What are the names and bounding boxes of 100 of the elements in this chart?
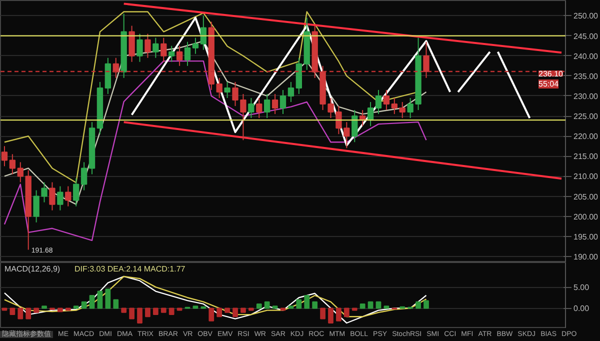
bar <box>368 301 374 309</box>
bar <box>65 308 71 311</box>
candlestick <box>272 93 278 115</box>
bar <box>216 308 222 318</box>
candlestick <box>383 89 390 111</box>
candlestick <box>280 89 286 115</box>
candlestick <box>328 98 334 119</box>
bar <box>336 308 342 322</box>
bar <box>352 308 358 311</box>
bar <box>168 308 174 316</box>
candlestick <box>17 162 24 183</box>
bar <box>176 308 182 311</box>
line-series <box>4 60 427 242</box>
candlestick <box>176 45 183 66</box>
bar <box>57 308 63 312</box>
bar <box>232 308 238 318</box>
candlestick <box>160 37 167 62</box>
y-tick-label: 225.00 <box>574 112 599 122</box>
candlestick <box>407 98 414 119</box>
bar <box>312 301 318 309</box>
bar <box>328 308 334 324</box>
candlestick <box>344 122 350 149</box>
candlestick <box>240 93 246 141</box>
candlestick <box>399 102 406 119</box>
bar <box>89 295 95 309</box>
candlestick <box>336 106 342 135</box>
candlestick <box>112 57 119 78</box>
bar <box>10 308 16 316</box>
candlestick <box>367 102 374 127</box>
bar <box>97 290 103 309</box>
candlestick <box>288 81 294 103</box>
candlestick <box>80 162 88 191</box>
bar <box>160 308 166 313</box>
candlestick <box>57 186 64 211</box>
bar <box>73 306 79 309</box>
annotation: 55:04 <box>538 80 560 89</box>
candlestick <box>248 98 254 119</box>
y-tick-label: 230.00 <box>574 92 599 101</box>
bar <box>152 308 158 316</box>
y-tick-label: 250.00 <box>574 12 599 21</box>
y-tick-label: 220.00 <box>574 132 599 142</box>
bar <box>296 299 302 309</box>
chart-title: MACD(12,26,9) <box>4 264 60 274</box>
bar <box>192 306 198 309</box>
y-tick-label: 195.00 <box>574 232 599 242</box>
bar <box>26 308 32 320</box>
line-series <box>130 16 452 146</box>
bar <box>264 301 270 309</box>
y-tick-label: 0.00 <box>574 304 590 314</box>
bar <box>280 308 286 311</box>
bar <box>224 308 230 313</box>
y-tick-label: 5.00 <box>574 283 590 292</box>
bar <box>344 308 350 318</box>
candlestick <box>375 89 382 115</box>
y-tick-label: 205.00 <box>574 192 599 202</box>
bar <box>121 308 127 313</box>
candlestick <box>391 98 398 115</box>
y-tick-label: 235.00 <box>574 72 599 81</box>
bar <box>42 306 47 309</box>
chart-subtitle: DIF:3.03 DEA:2.14 MACD:1.77 <box>74 264 186 274</box>
bar <box>81 301 87 309</box>
bar <box>208 308 214 322</box>
bar <box>304 295 310 309</box>
candlestick <box>192 37 199 54</box>
bar <box>18 308 24 320</box>
candlestick <box>9 154 16 175</box>
bar <box>424 300 429 309</box>
y-tick-label: 190.00 <box>574 252 599 262</box>
bar <box>360 303 366 309</box>
candlestick <box>423 41 430 78</box>
y-tick-label: 240.00 <box>574 52 599 61</box>
y-tick-label: 245.00 <box>574 32 599 41</box>
candlestick <box>152 37 159 58</box>
candlestick <box>352 110 358 143</box>
candlestick <box>1 146 8 167</box>
bar <box>105 288 111 309</box>
ref-line-label: 236.10 <box>538 70 564 79</box>
y-tick-label: 200.00 <box>574 212 599 222</box>
bar <box>34 308 39 313</box>
bar <box>113 299 119 309</box>
candlestick <box>136 33 143 62</box>
bar <box>384 306 390 309</box>
bar <box>416 301 421 309</box>
bar <box>248 308 254 311</box>
bar <box>137 308 142 324</box>
candlestick <box>256 98 262 119</box>
candlestick <box>168 45 175 62</box>
bar <box>256 303 262 309</box>
bar <box>288 306 294 309</box>
y-tick-label: 215.00 <box>574 152 599 162</box>
candlestick <box>224 81 230 98</box>
candlestick <box>264 93 270 119</box>
bar <box>240 308 246 313</box>
candlestick <box>232 81 238 107</box>
bar <box>145 308 150 318</box>
bar <box>320 308 326 320</box>
candlestick <box>184 41 191 66</box>
candlestick <box>73 178 80 207</box>
candlestick <box>49 182 56 211</box>
bar <box>129 308 134 320</box>
